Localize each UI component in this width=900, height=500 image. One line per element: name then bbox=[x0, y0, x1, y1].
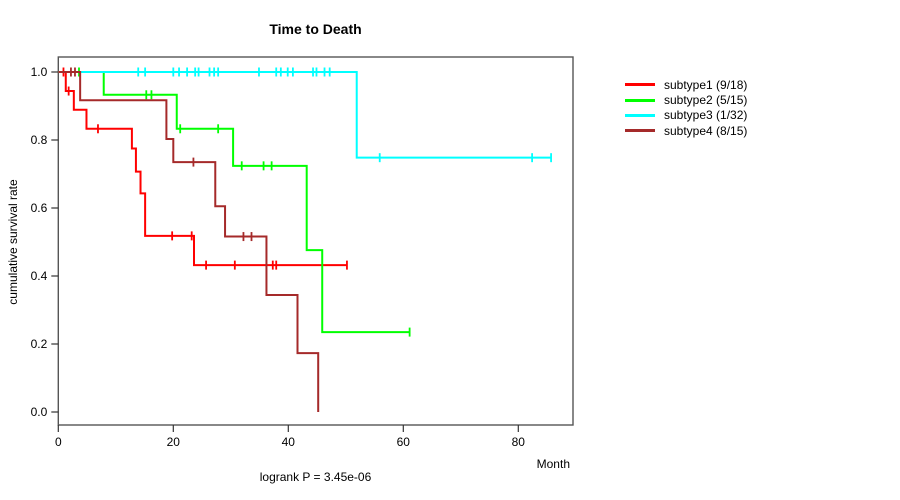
chart-title: Time to Death bbox=[269, 21, 362, 37]
x-tick-label: 0 bbox=[55, 435, 62, 449]
legend-item-subtype3: subtype3 (1/32) bbox=[625, 108, 747, 123]
x-tick-label: 20 bbox=[167, 435, 181, 449]
y-tick-label: 0.6 bbox=[31, 201, 48, 215]
logrank-pvalue: logrank P = 3.45e-06 bbox=[259, 470, 372, 484]
legend-label-subtype4: subtype4 (8/15) bbox=[664, 123, 748, 138]
y-tick-label: 0.2 bbox=[31, 337, 48, 351]
x-axis-label: Month bbox=[536, 457, 570, 471]
curve-subtype4 bbox=[58, 71, 320, 412]
x-tick-label: 80 bbox=[512, 435, 526, 449]
y-tick-label: 0.4 bbox=[31, 269, 48, 283]
y-tick-label: 0.0 bbox=[31, 405, 48, 419]
curve-subtype2 bbox=[58, 71, 410, 334]
legend-label-subtype1: subtype1 (9/18) bbox=[664, 77, 748, 92]
legend-swatch-subtype2 bbox=[625, 98, 655, 102]
x-tick-label: 40 bbox=[282, 435, 296, 449]
legend-item-subtype2: subtype2 (5/15) bbox=[625, 92, 747, 107]
legend-swatch-subtype4 bbox=[625, 129, 655, 133]
legend-item-subtype1: subtype1 (9/18) bbox=[625, 77, 747, 92]
curve-subtype1 bbox=[58, 71, 347, 267]
legend-label-subtype3: subtype3 (1/32) bbox=[664, 108, 748, 123]
y-tick-label: 1.0 bbox=[31, 65, 48, 79]
y-axis-label: cumulative survival rate bbox=[6, 179, 20, 305]
legend-swatch-subtype3 bbox=[625, 113, 655, 117]
legend-item-subtype4: subtype4 (8/15) bbox=[625, 123, 747, 138]
legend-swatch-subtype1 bbox=[625, 83, 655, 87]
y-tick-label: 0.8 bbox=[31, 133, 48, 147]
x-tick-label: 60 bbox=[397, 435, 411, 449]
legend-label-subtype2: subtype2 (5/15) bbox=[664, 93, 748, 108]
plot-box bbox=[57, 56, 574, 426]
legend: subtype1 (9/18) subtype2 (5/15) subtype3… bbox=[625, 77, 747, 139]
curve-subtype3 bbox=[58, 71, 552, 159]
